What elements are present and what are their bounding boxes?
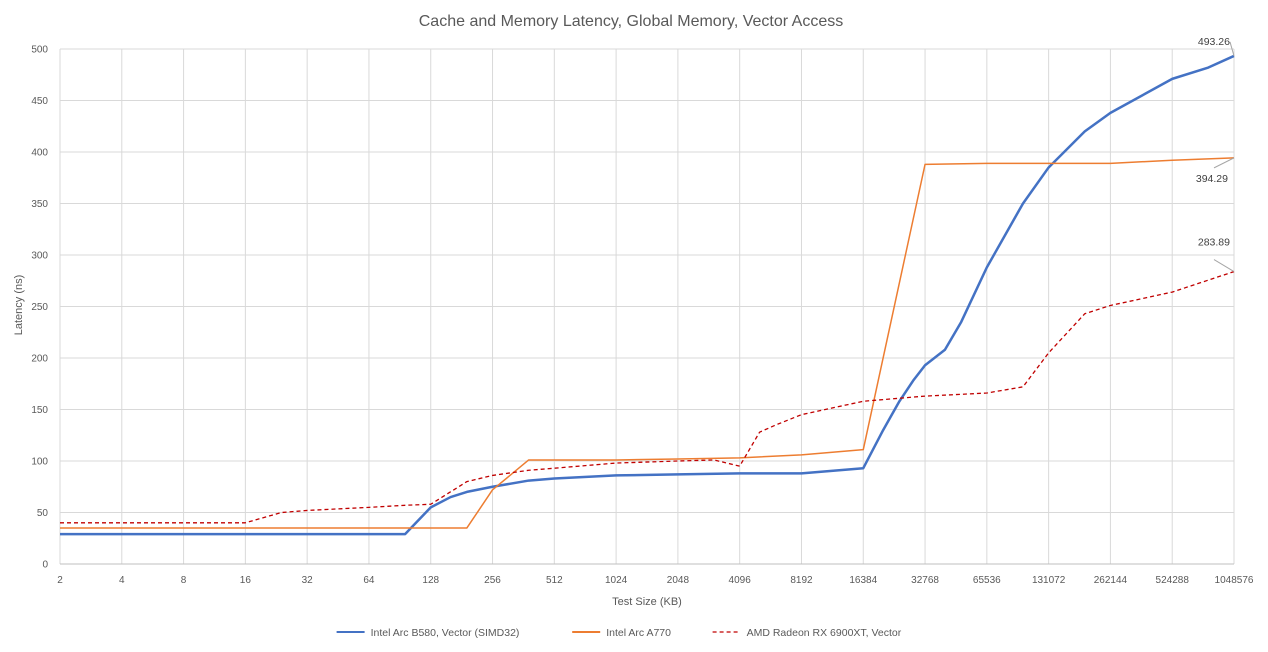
x-tick-label: 2048	[667, 575, 690, 586]
series-line-intel-arc-a770	[60, 157, 1235, 529]
x-axis-title: Test Size (KB)	[612, 596, 682, 608]
y-tick-label: 500	[31, 45, 48, 56]
grid-lines	[59, 48, 1235, 564]
x-tick-label: 4096	[729, 575, 752, 586]
y-tick-label: 150	[31, 405, 48, 416]
x-tick-label: 8192	[790, 575, 813, 586]
x-tick-label: 65536	[973, 575, 1001, 586]
legend-item-intel-arc-a770: Intel Arc A770	[572, 627, 671, 639]
data-label-leader	[1213, 259, 1235, 273]
x-tick-label: 1048576	[1215, 575, 1254, 586]
x-tick-label: 128	[422, 575, 439, 586]
x-tick-label: 32	[302, 575, 314, 586]
axes: 0 50 100 150 200 250 300 350 400 450 500 2 4 8 16 32 64 1…	[31, 45, 1254, 587]
x-tick-label: 256	[484, 575, 501, 586]
y-tick-label: 50	[37, 508, 49, 519]
x-tick-label: 16	[240, 575, 252, 586]
y-tick-label: 200	[31, 354, 48, 365]
y-tick-label: 400	[31, 148, 48, 159]
legend: Intel Arc B580, Vector (SIMD32) Intel Arc…	[336, 627, 902, 639]
x-tick-label: 8	[181, 575, 187, 586]
x-tick-label: 262144	[1094, 575, 1128, 586]
y-tick-label: 0	[42, 560, 48, 571]
legend-item-amd-radeon-rx-6900xt-vector: AMD Radeon RX 6900XT, Vector	[712, 627, 902, 639]
y-tick-label: 300	[31, 251, 48, 262]
x-tick-label: 16384	[849, 575, 877, 586]
x-tick-label: 4	[119, 575, 125, 586]
x-tick-label: 2	[57, 575, 63, 586]
data-label-intel-arc-a770: 394.29	[1196, 173, 1228, 185]
x-tick-label: 131072	[1032, 575, 1066, 586]
y-tick-label: 100	[31, 457, 48, 468]
y-tick-label: 350	[31, 199, 48, 210]
x-tick-label: 512	[546, 575, 563, 586]
series-line-intel-arc-b580-vector-simd32	[60, 54, 1235, 536]
x-tick-label: 32768	[911, 575, 939, 586]
legend-label: Intel Arc A770	[606, 627, 671, 639]
data-label-leader	[1229, 41, 1235, 57]
x-tick-label: 1024	[605, 575, 628, 586]
legend-item-intel-arc-b580-vector-simd32: Intel Arc B580, Vector (SIMD32)	[336, 627, 520, 639]
data-labels: 493.26 394.29 283.89	[1196, 36, 1235, 273]
x-tick-label: 64	[363, 575, 375, 586]
y-axis-title: Latency (ns)	[13, 275, 25, 336]
legend-label: AMD Radeon RX 6900XT, Vector	[747, 627, 902, 639]
legend-label: Intel Arc B580, Vector (SIMD32)	[371, 627, 520, 639]
x-tick-label: 524288	[1156, 575, 1190, 586]
series-line-amd-radeon-rx-6900xt-vector	[60, 270, 1235, 524]
data-label-intel-arc-b580-vector-simd32: 493.26	[1198, 36, 1230, 48]
data-label-leader	[1213, 157, 1235, 169]
data-label-amd-radeon-rx-6900xt-vector: 283.89	[1198, 237, 1230, 249]
chart-title: Cache and Memory Latency, Global Memory,…	[419, 13, 843, 30]
series-lines	[60, 54, 1235, 536]
y-tick-label: 450	[31, 96, 48, 107]
y-tick-label: 250	[31, 302, 48, 313]
